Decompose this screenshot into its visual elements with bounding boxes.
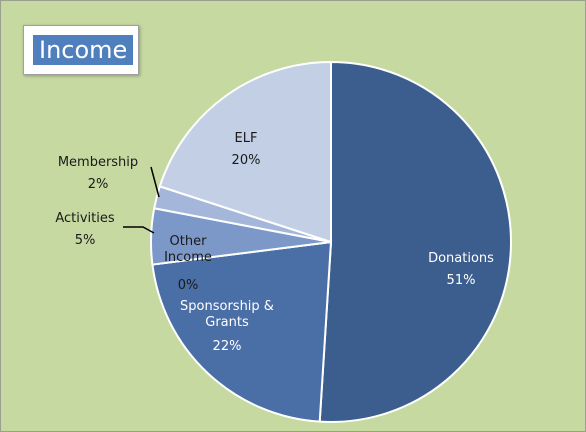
leader-line: [150, 166, 160, 198]
slice-label: Activities: [55, 211, 115, 226]
slice-value-label: 51%: [446, 273, 476, 288]
pie-slice: [318, 60, 512, 423]
slice-value-label: 22%: [212, 339, 242, 354]
slice-label: Other Income: [164, 234, 212, 265]
slice-value-label: 20%: [231, 153, 261, 168]
slice-label: Donations: [428, 251, 494, 266]
slice-label: ELF: [234, 131, 258, 146]
slice-value-label: 5%: [74, 233, 96, 248]
chart-title: Income: [33, 35, 134, 65]
slice-label: Membership: [57, 155, 139, 170]
slice-value-label: 2%: [87, 177, 109, 192]
title-box: Income: [23, 25, 139, 75]
leader-line: [123, 226, 155, 234]
pie-slice: [151, 240, 333, 423]
slice-label: Sponsorship & Grants: [180, 299, 274, 330]
pie-slice: [158, 60, 332, 244]
slice-value-label: 0%: [177, 278, 199, 293]
